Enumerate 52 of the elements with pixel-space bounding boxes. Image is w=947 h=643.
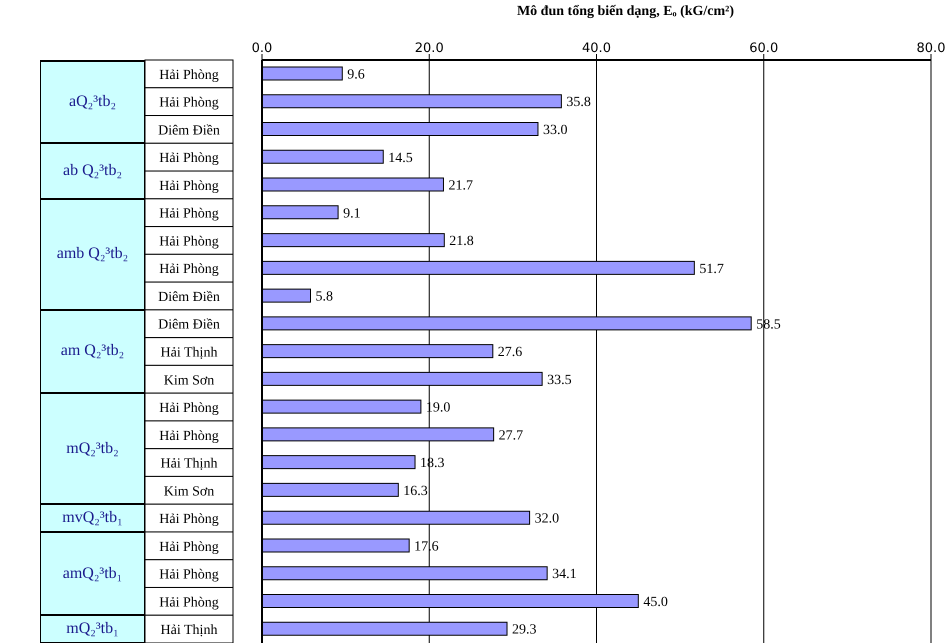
text: aQ₂³tb₂ — [40, 60, 145, 144]
x-tick-label: 40.0 — [582, 41, 611, 56]
data-label: 32.0 — [534, 512, 560, 527]
x-tick-label: 60.0 — [749, 41, 778, 56]
data-label: 9.6 — [347, 67, 365, 82]
data-label: 34.1 — [552, 567, 577, 582]
y-tick-label: Hải Phòng — [159, 512, 219, 528]
y-tick-label: Hải Thịnh — [160, 456, 218, 472]
y-tick-label: Hải Thịnh — [160, 346, 218, 360]
data-label: 29.3 — [512, 622, 537, 638]
y-tick-label: Hải Phòng — [159, 568, 219, 583]
data-label: 16.3 — [403, 484, 428, 499]
y-tick-label: Kim Sơn — [164, 484, 214, 500]
text: mQ₂³tb₂ — [40, 393, 145, 504]
x-tick-label: 20.0 — [414, 41, 444, 56]
y-tick-label: Hải Phòng — [159, 206, 219, 222]
text: ab Q₂³tb₂ — [40, 143, 145, 199]
data-label: 9.1 — [343, 206, 361, 222]
data-label: 45.0 — [643, 594, 668, 610]
y-tick-label: Hải Phòng — [159, 401, 219, 416]
y-tick-label: Hải Phòng — [159, 96, 219, 111]
y-tick-label: Diêm Điền — [158, 290, 220, 305]
data-label: 33.0 — [542, 122, 568, 138]
y-tick-label: Hải Phòng — [159, 262, 219, 278]
data-label: 21.8 — [449, 234, 474, 250]
data-label: 35.8 — [566, 95, 591, 110]
text: am Q₂³tb₂ — [40, 310, 145, 394]
data-label: 5.8 — [316, 290, 334, 305]
y-tick-label: Hải Phòng — [159, 68, 219, 83]
x-axis-title: Mô đun tổng biến dạng, Eₒ (kG/cm²) — [516, 4, 736, 20]
y-tick-label: Hải Phòng — [159, 151, 219, 166]
text: mvQ₂³tb₁ — [40, 504, 145, 532]
data-label: 27.7 — [498, 428, 524, 444]
data-label: 14.5 — [388, 150, 413, 166]
data-label: 21.7 — [448, 178, 473, 194]
text: amQ₂³tb₁ — [40, 532, 145, 616]
y-tick-label: Hải Phòng — [159, 540, 219, 555]
x-tick-label: 0.0 — [252, 41, 272, 56]
data-label: 27.6 — [498, 345, 522, 360]
y-tick-label: Hải Thịnh — [160, 623, 218, 638]
data-label: 33.5 — [547, 372, 572, 388]
y-tick-label: Hải Phòng — [159, 234, 219, 250]
y-tick-label: Hải Phòng — [159, 428, 219, 444]
y-tick-label: Diêm Điền — [158, 318, 220, 333]
text: mQ₂³tb₁ — [40, 615, 145, 643]
y-tick-label: Hải Phòng — [159, 178, 219, 194]
y-tick-label: Kim Sơn — [164, 373, 214, 388]
text: amb Q₂³tb₂ — [40, 198, 145, 310]
data-label: 51.7 — [699, 262, 724, 277]
x-tick-label: 80.0 — [916, 41, 946, 56]
y-tick-label: Hải Phòng — [159, 595, 219, 610]
y-tick-label: Diêm Điền — [158, 123, 220, 138]
